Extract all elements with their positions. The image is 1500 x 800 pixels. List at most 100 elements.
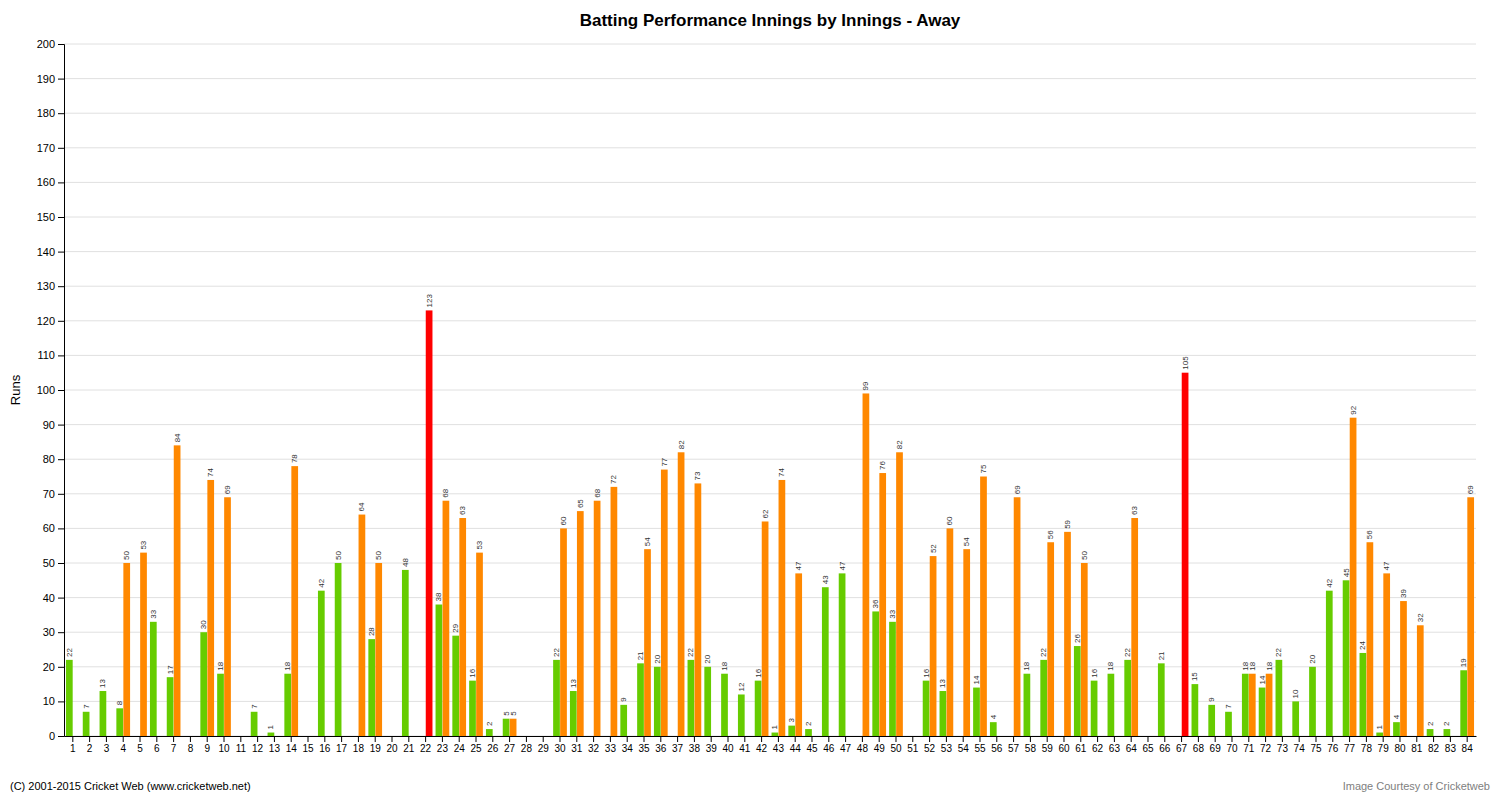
y-tick: 200: [37, 38, 64, 50]
tick-label: 52: [924, 743, 936, 754]
tick-label: 50: [890, 743, 902, 754]
grid-line: [64, 182, 1476, 183]
tick-mark: [744, 736, 745, 742]
tick-mark: [694, 736, 695, 742]
bar: [637, 663, 644, 736]
bar: [1057, 736, 1064, 737]
data-label: 33: [149, 609, 158, 618]
data-label: 36: [871, 599, 880, 608]
bar: [879, 473, 886, 736]
tick-mark: [408, 736, 409, 742]
data-label: 7: [82, 704, 91, 709]
data-label: 54: [643, 537, 652, 546]
data-label: 53: [475, 540, 484, 549]
data-label: 68: [593, 488, 602, 497]
bar: [594, 501, 601, 736]
bar: [1141, 736, 1148, 737]
bar: [822, 587, 829, 736]
data-label: 22: [1039, 647, 1048, 656]
bar: [284, 674, 291, 736]
x-tick: 38: [689, 736, 701, 754]
tick-mark: [811, 736, 812, 742]
tick-mark: [190, 736, 191, 742]
tick-label: 19: [370, 743, 382, 754]
data-label: 56: [1046, 530, 1055, 539]
tick-mark: [929, 736, 930, 742]
bar: [856, 736, 863, 737]
data-label: 43: [821, 575, 830, 584]
tick-label: 65: [1142, 743, 1154, 754]
tick-label: 30: [43, 626, 55, 638]
tick-mark: [1047, 736, 1048, 742]
bar: [100, 691, 107, 736]
tick-label: 100: [37, 384, 55, 396]
tick-mark: [761, 736, 762, 742]
grid-line: [64, 44, 1476, 45]
tick-mark: [1013, 736, 1014, 742]
grid-line: [64, 632, 1476, 633]
data-label: 74: [777, 468, 786, 477]
bar: [1232, 736, 1239, 737]
tick-mark: [1147, 736, 1148, 742]
x-tick: 26: [487, 736, 499, 754]
tick-label: 2: [87, 743, 93, 754]
tick-mark: [58, 390, 64, 391]
bar: [157, 736, 164, 737]
data-label: 60: [559, 516, 568, 525]
data-label: 13: [569, 679, 578, 688]
x-tick: 59: [1042, 736, 1054, 754]
data-label: 1: [1375, 725, 1384, 730]
tick-label: 51: [907, 743, 919, 754]
tick-label: 18: [353, 743, 365, 754]
x-tick: 82: [1428, 736, 1440, 754]
bar: [940, 691, 947, 736]
bar: [301, 736, 308, 737]
bar: [476, 553, 483, 736]
y-tick: 170: [37, 142, 64, 154]
tick-mark: [560, 736, 561, 742]
bar: [846, 736, 853, 737]
bar: [291, 466, 298, 736]
tick-label: 83: [1445, 743, 1457, 754]
bar: [906, 736, 913, 737]
tick-label: 15: [302, 743, 314, 754]
data-label: 16: [922, 668, 931, 677]
data-label: 33: [888, 609, 897, 618]
tick-label: 6: [154, 743, 160, 754]
tick-mark: [58, 355, 64, 356]
tick-label: 21: [403, 743, 415, 754]
bar: [83, 712, 90, 736]
tick-mark: [1315, 736, 1316, 742]
grid-line: [64, 390, 1476, 391]
bar: [1040, 660, 1047, 736]
tick-mark: [862, 736, 863, 742]
tick-mark: [828, 736, 829, 742]
tick-mark: [58, 459, 64, 460]
bar: [66, 660, 73, 736]
data-label: 15: [1190, 672, 1199, 681]
tick-label: 70: [43, 488, 55, 500]
grid-line: [64, 251, 1476, 252]
tick-label: 64: [1126, 743, 1138, 754]
tick-mark: [509, 736, 510, 742]
tick-mark: [912, 736, 913, 742]
tick-mark: [1181, 736, 1182, 742]
tick-mark: [240, 736, 241, 742]
bar: [604, 736, 611, 737]
bar: [1259, 688, 1266, 736]
x-tick: 11: [236, 736, 247, 754]
data-label: 60: [945, 516, 954, 525]
bar: [1208, 705, 1215, 736]
bar: [788, 726, 795, 736]
x-tick: 1: [70, 736, 76, 754]
tick-label: 130: [37, 280, 55, 292]
data-label: 4: [1392, 714, 1401, 719]
tick-label: 62: [1092, 743, 1104, 754]
x-tick: 43: [773, 736, 785, 754]
x-tick: 58: [1025, 736, 1037, 754]
tick-label: 110: [37, 349, 55, 361]
tick-label: 61: [1075, 743, 1087, 754]
x-tick: 74: [1294, 736, 1306, 754]
bar: [140, 553, 147, 736]
data-label: 99: [861, 381, 870, 390]
